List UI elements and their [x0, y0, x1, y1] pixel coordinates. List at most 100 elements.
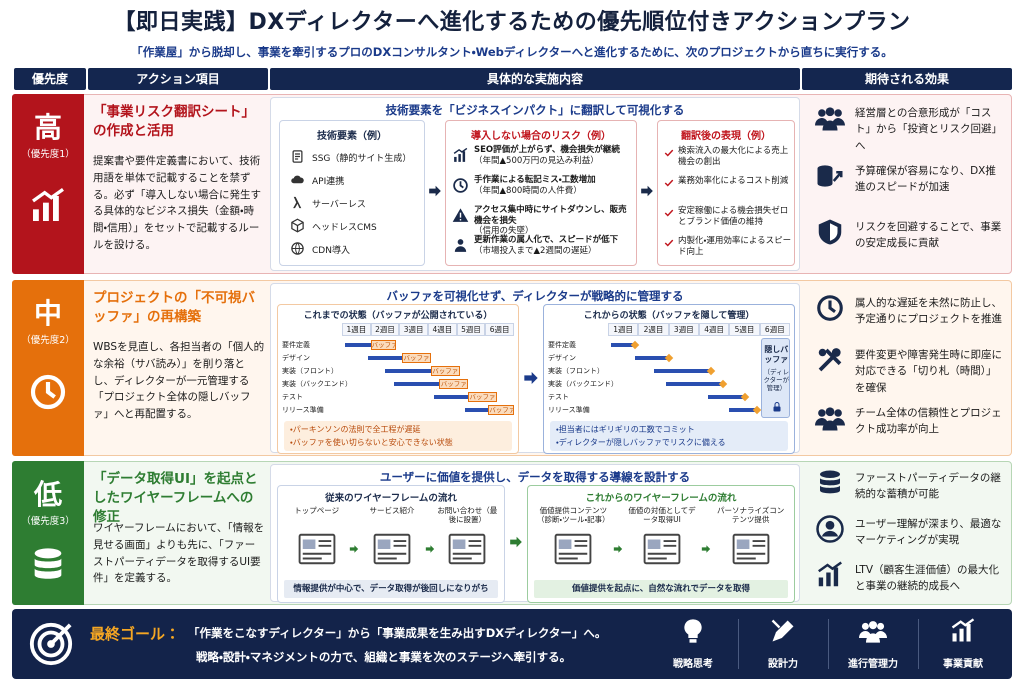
task-label: リリース準備 — [282, 406, 324, 414]
icon-shape — [817, 168, 833, 184]
risk-note: （信用の失墜） — [474, 226, 534, 237]
icon-shape — [302, 539, 316, 549]
icon-shape — [453, 147, 468, 154]
icon-shape — [647, 539, 661, 549]
column-header: アクション項目 — [88, 68, 268, 90]
priority-rank: （優先度2） — [21, 335, 75, 346]
box-title: 導入しない場合のリスク（例） — [471, 131, 611, 142]
tech-item: CDN導入 — [312, 246, 350, 256]
step-label: 価値の対価としてデータ取得UI — [628, 506, 696, 525]
content-heading: ユーザーに価値を提供し、データを取得する導線を設計する — [379, 470, 691, 484]
arrow-icon — [613, 545, 622, 553]
icon-shape — [859, 631, 887, 643]
globe-icon — [291, 242, 304, 255]
note-line: ・バッファを使い切らないと安心できない状態 — [290, 438, 453, 447]
icon-shape — [291, 242, 304, 255]
arrow-icon — [350, 545, 359, 553]
icon-shape — [34, 558, 62, 579]
icon-shape — [453, 178, 468, 193]
task-bar — [465, 408, 489, 412]
icon-shape — [302, 540, 331, 560]
step-label: サービス紹介 — [369, 506, 415, 515]
task-bar — [344, 343, 371, 347]
task-label: テスト — [548, 393, 569, 401]
icon-shape — [818, 577, 824, 587]
task-bar — [665, 382, 724, 386]
task-bar — [385, 369, 431, 373]
content-card: バッファを可視化せず、ディレクターが戦略的に管理する これまでの状態（バッファが公… — [270, 283, 800, 454]
coins-icon — [817, 165, 843, 187]
footer-goal: 最終ゴール： 「作業をこなすディレクター」から「事業成果を生み出すDXディレクター… — [12, 609, 1012, 679]
icon-shape — [818, 348, 842, 372]
translated-item: 検索流入の最大化による売上機会の創出 — [678, 146, 789, 168]
priority-row: 高 （優先度1） 「事業リスク翻訳シート」の作成と活用 提案書や要件定義書において、技… — [12, 94, 1012, 274]
icon-shape — [641, 185, 653, 197]
flow-note: 価値提供を起点に、自然な流れでデータを取得 — [534, 580, 788, 598]
clock-icon — [30, 374, 66, 410]
risk-text: アクセス集中時にサイトダウンし、販売機会を損失 — [474, 205, 627, 226]
buffer-bar: バッファ — [439, 379, 469, 389]
priority-rank: （優先度3） — [21, 516, 75, 527]
buffer-bar: バッファ — [402, 353, 431, 363]
buffer-bar: バッファ — [370, 340, 397, 350]
icon-shape — [773, 406, 781, 412]
icon-shape — [816, 515, 844, 543]
week-header: 4週目 — [428, 323, 457, 336]
column-header: 具体的な実施内容 — [270, 68, 800, 90]
risk-box: 導入しない場合のリスク（例） SEO評価が上がらず、機会損失が継続 （年間▲500万… — [445, 120, 637, 266]
week-header: 1週目 — [608, 323, 639, 336]
icon-shape — [815, 418, 845, 431]
bulb-icon — [684, 619, 702, 643]
tech-item: SSG（静的サイト生成） — [312, 154, 412, 164]
icon-shape — [45, 382, 56, 399]
wire-icon — [448, 533, 486, 565]
task-label: デザイン — [282, 354, 310, 362]
icon-shape — [736, 539, 750, 549]
icon-shape — [828, 300, 836, 313]
action-body: 提案書や要件定義書において、技術用語を単体で記載することを禁ずる。必ず「導入しな… — [93, 155, 261, 251]
content-card: 技術要素を「ビジネスインパクト」に翻訳して可視化する 技術要素（例） SSG（静的サ… — [270, 97, 800, 271]
risk-text: 手作業による転記ミス・工数増加 — [474, 175, 596, 185]
risk-note: （年間▲800時間の人件費） — [474, 185, 582, 196]
task-bar — [708, 395, 745, 399]
task-bar — [393, 382, 440, 386]
translated-item: 内製化・運用効率によるスピード向上 — [678, 236, 792, 258]
note-line: ・担当者にはギリギリの工数でコミット — [556, 425, 695, 434]
arrow-icon — [510, 536, 522, 548]
icon-shape — [459, 219, 462, 221]
flow-panel: 従来のワイヤーフレームの流れ トップページ サービス紹介 お問い合わせ（最後に設置） 情… — [277, 485, 505, 603]
icon-shape — [459, 212, 462, 218]
icon-shape — [951, 618, 975, 629]
db-icon — [820, 470, 840, 494]
icon-shape — [833, 567, 839, 587]
db-icon — [34, 548, 62, 579]
week-header: 1週目 — [342, 323, 371, 336]
icon-shape — [30, 374, 66, 410]
panel-title: 従来のワイヤーフレームの流れ — [325, 493, 457, 504]
week-header: 3週目 — [668, 323, 699, 336]
icon-shape — [861, 622, 869, 630]
icon-shape — [43, 202, 49, 221]
effect-text: 予算確保が容易になり、DX推進のスピードが加速 — [855, 165, 996, 194]
note-box: ・パーキンソンの法則で全工程が遅延 ・バッファを使い切らないと安心できない状態 — [284, 421, 512, 451]
action-body: ワイヤーフレームにおいて、「情報を見せる画面」よりも先に、「ファーストパーティデ… — [93, 522, 265, 585]
icon-shape — [291, 175, 304, 184]
icon-shape — [952, 633, 957, 642]
task-label: 実装（バックエンド） — [282, 380, 352, 388]
icon-shape — [33, 209, 39, 221]
icon-shape — [831, 348, 841, 357]
icon-shape — [815, 118, 845, 131]
person-icon — [454, 239, 467, 252]
step-label: お問い合わせ（最後に設置） — [437, 506, 498, 525]
icon-shape — [53, 196, 59, 221]
task-label: テスト — [282, 393, 303, 401]
icon-shape — [32, 187, 64, 203]
icon-shape — [825, 520, 835, 530]
icon-shape — [34, 548, 62, 559]
goal-label: 最終ゴール： — [90, 625, 181, 643]
task-bar — [635, 356, 669, 360]
action-title: 「事業リスク翻訳シート」の作成と活用 — [93, 104, 255, 139]
icon-shape — [772, 620, 794, 642]
hidden-title: 隠しバッファ — [764, 345, 789, 364]
note-line: ・ディレクターが隠しバッファでリスクに備える — [556, 438, 726, 447]
